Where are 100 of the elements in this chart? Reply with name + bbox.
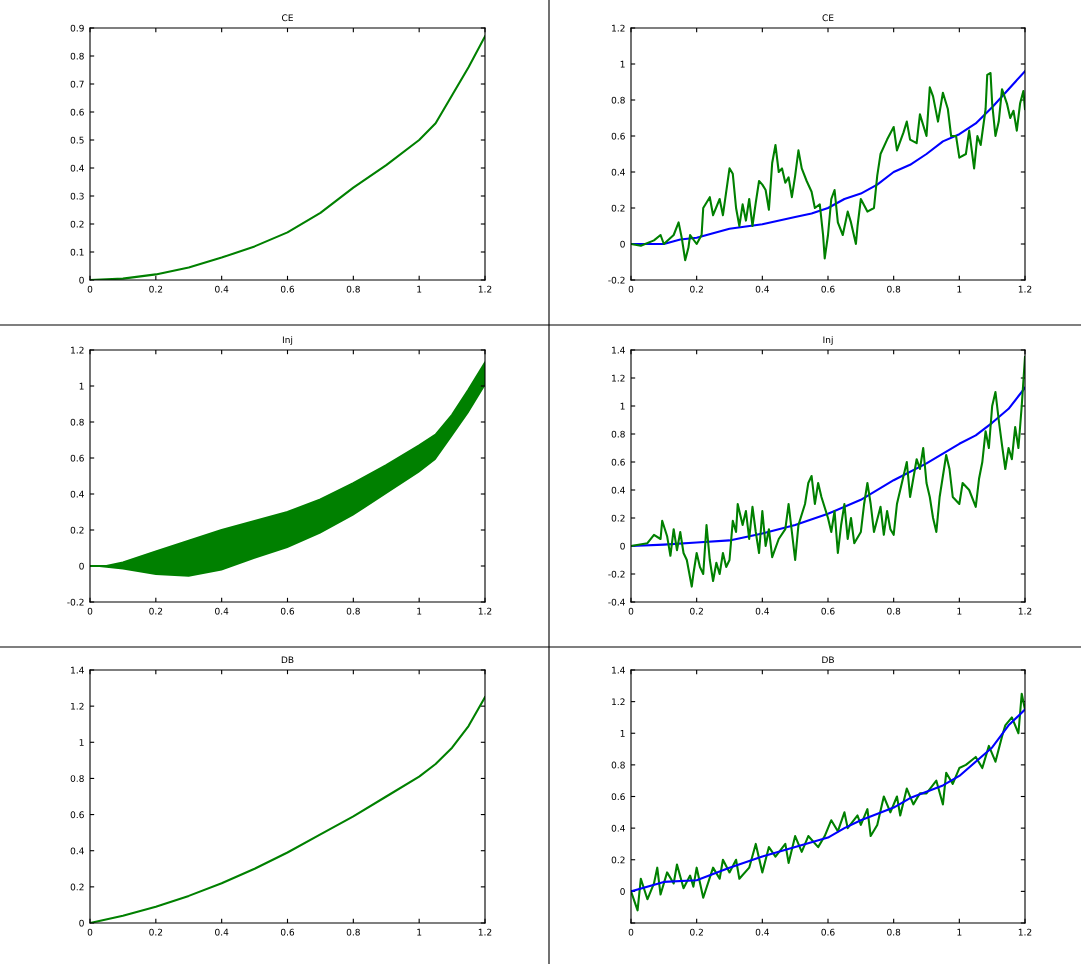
x-tick-label: 0 xyxy=(87,607,93,615)
x-tick-label: 1 xyxy=(957,607,962,615)
x-tick-label: 0.2 xyxy=(690,285,703,293)
y-tick-label: 0.2 xyxy=(611,204,625,212)
x-tick-label: 0.2 xyxy=(690,607,703,615)
y-tick-label: 0.6 xyxy=(611,458,625,466)
x-tick-label: 0.6 xyxy=(280,607,295,615)
x-tick-label: 1 xyxy=(417,285,422,293)
y-tick-label: 1 xyxy=(620,402,625,410)
y-tick-label: 0.6 xyxy=(70,811,84,819)
y-tick-label: 0.1 xyxy=(70,248,84,256)
y-tick-label: 1 xyxy=(620,730,625,737)
y-tick-label: 1 xyxy=(620,60,625,68)
x-tick-label: 0.2 xyxy=(690,928,703,936)
line-series xyxy=(631,708,1025,893)
y-tick-label: 1.2 xyxy=(612,698,625,706)
y-tick-label: 1.4 xyxy=(612,346,625,354)
x-tick-label: 0.4 xyxy=(755,607,770,615)
y-tick-label: 1.2 xyxy=(612,374,625,382)
x-tick-label: 0.8 xyxy=(346,928,360,936)
y-tick-label: -0.4 xyxy=(608,598,625,606)
y-tick-label: 0.8 xyxy=(611,96,625,104)
x-tick-label: 0.6 xyxy=(280,285,295,293)
chart-title: DB xyxy=(281,656,294,664)
chart-title: CE xyxy=(282,14,293,22)
y-tick-label: 0 xyxy=(620,542,625,550)
x-tick-label: 1.2 xyxy=(1018,928,1032,936)
y-tick-label: 0 xyxy=(79,562,84,570)
x-tick-label: 1.2 xyxy=(478,285,492,293)
y-tick-label: 0.4 xyxy=(611,486,625,494)
chart-title: Inj xyxy=(823,336,833,345)
y-tick-label: 0.2 xyxy=(70,526,84,534)
x-tick-label: 0.8 xyxy=(887,607,901,615)
x-tick-label: 0.8 xyxy=(346,607,360,615)
y-tick-label: -0.2 xyxy=(608,276,625,284)
x-tick-label: 0.4 xyxy=(215,928,229,936)
y-tick-label: 0.4 xyxy=(611,824,625,832)
x-tick-label: 0.6 xyxy=(821,285,835,293)
x-tick-label: 0.8 xyxy=(346,285,360,293)
x-tick-label: 0.4 xyxy=(755,285,770,293)
y-tick-label: 1.4 xyxy=(71,666,84,674)
y-tick-label: 0.8 xyxy=(611,430,625,438)
y-tick-label: 0.8 xyxy=(70,52,84,60)
y-tick-label: 1.4 xyxy=(612,666,625,674)
x-tick-label: 0 xyxy=(628,285,634,293)
y-tick-label: 0.4 xyxy=(70,847,84,855)
x-tick-label: 0.6 xyxy=(280,928,295,936)
y-tick-label: 0 xyxy=(79,276,84,284)
y-tick-label: 0.2 xyxy=(70,883,84,891)
x-tick-label: 0.2 xyxy=(149,607,163,615)
x-tick-label: 0.6 xyxy=(821,607,835,615)
y-tick-label: 0.6 xyxy=(70,108,84,116)
y-tick-label: 0.4 xyxy=(70,490,84,498)
x-tick-label: 0.4 xyxy=(755,928,770,936)
x-tick-label: 1.2 xyxy=(1018,607,1032,615)
y-tick-label: 0.6 xyxy=(70,454,84,462)
y-tick-label: 0.6 xyxy=(611,132,625,140)
chart-title: Inj xyxy=(282,336,293,345)
x-tick-label: 1 xyxy=(957,928,962,936)
line-series xyxy=(631,692,1025,912)
y-tick-label: 0.2 xyxy=(611,856,625,864)
y-tick-label: 0 xyxy=(620,888,625,895)
y-tick-label: 0.8 xyxy=(70,418,84,426)
y-tick-label: 0.3 xyxy=(70,192,84,200)
y-tick-label: 0.4 xyxy=(611,168,625,176)
y-tick-label: 0.4 xyxy=(70,164,84,172)
y-tick-label: -0.2 xyxy=(67,598,84,606)
x-tick-label: 0 xyxy=(87,285,93,293)
y-tick-label: 0.2 xyxy=(611,514,625,522)
x-tick-label: 0.8 xyxy=(887,928,901,936)
x-tick-label: 1 xyxy=(957,285,962,293)
y-tick-label: 1.2 xyxy=(71,346,84,354)
y-tick-label: 1 xyxy=(79,739,84,746)
x-tick-label: 1.2 xyxy=(1018,285,1032,293)
y-tick-label: 1 xyxy=(79,382,84,390)
x-tick-label: 1.2 xyxy=(478,928,492,936)
y-tick-label: 0.5 xyxy=(70,136,84,144)
x-tick-label: 1 xyxy=(417,607,422,615)
x-tick-label: 0.4 xyxy=(215,607,229,615)
y-tick-label: 0.6 xyxy=(611,793,625,801)
chart-title: CE xyxy=(822,14,834,22)
x-tick-label: 0 xyxy=(87,928,93,936)
x-tick-label: 0.2 xyxy=(149,928,163,936)
y-tick-label: 0.7 xyxy=(70,80,84,88)
x-tick-label: 0.2 xyxy=(149,285,163,293)
x-tick-label: 0.4 xyxy=(215,285,229,293)
x-tick-label: 0 xyxy=(628,607,634,615)
x-tick-label: 0.8 xyxy=(887,285,901,293)
y-tick-label: 0 xyxy=(79,919,84,927)
chart-title: DB xyxy=(822,656,834,664)
y-tick-label: 1.2 xyxy=(71,702,84,710)
y-tick-label: 1.2 xyxy=(612,24,625,32)
x-tick-label: 1.2 xyxy=(478,607,492,615)
x-tick-label: 0.6 xyxy=(821,928,835,936)
x-tick-label: 0 xyxy=(628,928,634,936)
y-tick-label: -0.2 xyxy=(608,570,625,578)
y-tick-label: 0.8 xyxy=(611,761,625,769)
y-tick-label: 0.9 xyxy=(70,24,84,32)
y-tick-label: 0 xyxy=(620,240,625,248)
y-tick-label: 0.8 xyxy=(70,775,84,782)
